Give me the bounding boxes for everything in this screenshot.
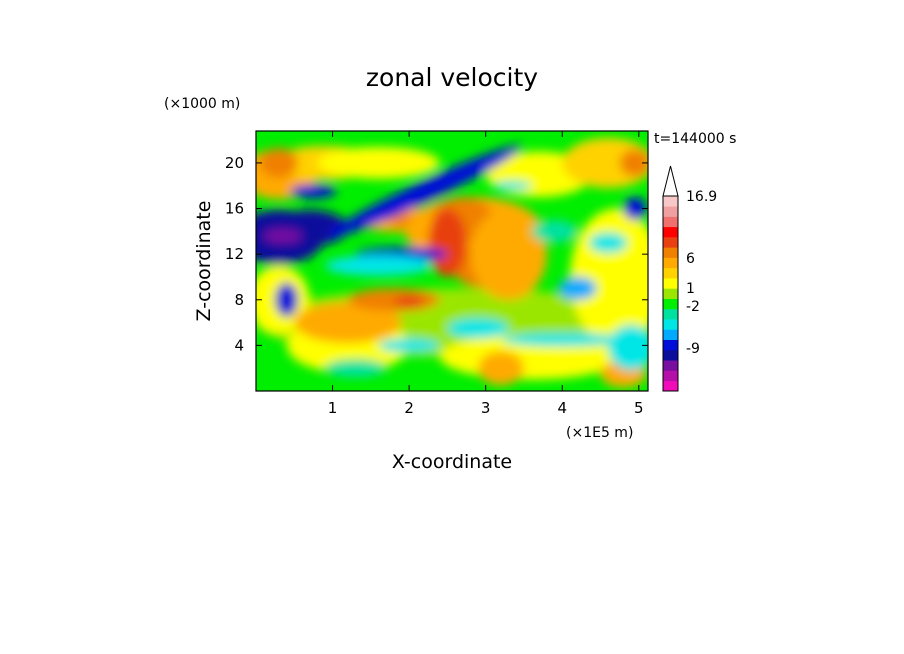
y-axis-label: Z-coordinate xyxy=(193,201,215,322)
colorbar-label: -2 xyxy=(686,299,700,315)
field-patch xyxy=(294,302,402,344)
field-patch xyxy=(324,255,433,276)
colorbar-segment xyxy=(663,380,678,392)
field-patch xyxy=(447,318,509,339)
colorbar-segment xyxy=(663,370,678,382)
y-tick-label: 12 xyxy=(225,245,244,263)
field-patch xyxy=(608,324,648,371)
y-unit-label: (×1000 m) xyxy=(164,96,240,112)
colorbar-label: 6 xyxy=(686,251,695,267)
y-tick-label: 20 xyxy=(225,154,244,172)
time-label: t=144000 s xyxy=(654,131,736,147)
field-patch xyxy=(275,282,299,317)
colorbar-segment xyxy=(663,329,678,340)
colorbar-segment xyxy=(663,298,678,310)
y-axis: 4 8 12 16 20 xyxy=(225,154,648,354)
plot-frame xyxy=(255,130,649,392)
field-patch xyxy=(531,219,578,243)
colorbar-label: -9 xyxy=(686,341,700,357)
field-patch xyxy=(347,288,440,312)
x-unit-label: (×1E5 m) xyxy=(566,425,633,441)
x-tick-label: 2 xyxy=(404,399,414,417)
colorbar-segment xyxy=(663,216,678,228)
colorbar-segment xyxy=(663,226,678,238)
x-axis-label: X-coordinate xyxy=(392,451,512,473)
field-patch xyxy=(378,338,440,353)
colorbar: 16.9 6 1 -2 -9 xyxy=(662,165,717,392)
field-patch xyxy=(589,232,628,254)
field-patch xyxy=(393,296,425,308)
colorbar-segment xyxy=(663,278,678,289)
velocity-field xyxy=(256,137,648,388)
x-tick-label: 1 xyxy=(328,399,338,417)
colorbar-label: 1 xyxy=(686,281,695,297)
field-patch xyxy=(558,276,597,300)
colorbar-segment xyxy=(663,196,678,207)
colorbar-segment xyxy=(663,206,678,217)
x-axis: 1 2 3 4 5 xyxy=(328,131,644,417)
field-patch xyxy=(263,229,302,243)
field-patch xyxy=(290,184,337,199)
colorbar-label: 16.9 xyxy=(686,189,717,205)
colorbar-segment xyxy=(663,360,678,371)
colorbar-extend-arrow xyxy=(662,165,679,197)
y-tick-label: 8 xyxy=(234,291,244,309)
colorbar-segment xyxy=(663,267,678,279)
plot-area xyxy=(256,131,648,391)
field-patch xyxy=(623,197,647,220)
y-tick-label: 4 xyxy=(234,336,244,354)
field-patch xyxy=(259,148,299,178)
field-patch xyxy=(324,359,387,378)
colorbar-segment xyxy=(663,349,678,361)
field-patch xyxy=(317,146,440,179)
colorbar-segment xyxy=(663,257,678,269)
x-tick-label: 4 xyxy=(557,399,567,417)
colorbar-segment xyxy=(663,237,678,248)
colorbar-segment xyxy=(663,247,678,258)
colorbar-segment xyxy=(663,308,678,320)
x-tick-label: 5 xyxy=(634,399,644,417)
y-tick-label: 16 xyxy=(225,200,244,218)
field-patch xyxy=(501,332,624,347)
x-tick-label: 3 xyxy=(481,399,491,417)
colorbar-segment xyxy=(663,339,678,351)
field-patch xyxy=(619,149,648,177)
colorbar-segment xyxy=(663,319,678,330)
field-patch xyxy=(327,145,522,238)
field-patch xyxy=(428,208,467,277)
field-patch xyxy=(478,351,524,386)
field-patch xyxy=(493,181,532,191)
colorbar-segment xyxy=(663,288,678,299)
field-patch xyxy=(470,208,547,300)
field-patch xyxy=(562,137,648,189)
chart-title: zonal velocity xyxy=(366,63,538,92)
